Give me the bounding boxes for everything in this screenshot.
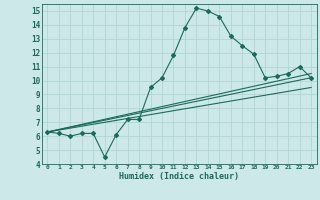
X-axis label: Humidex (Indice chaleur): Humidex (Indice chaleur) bbox=[119, 172, 239, 181]
